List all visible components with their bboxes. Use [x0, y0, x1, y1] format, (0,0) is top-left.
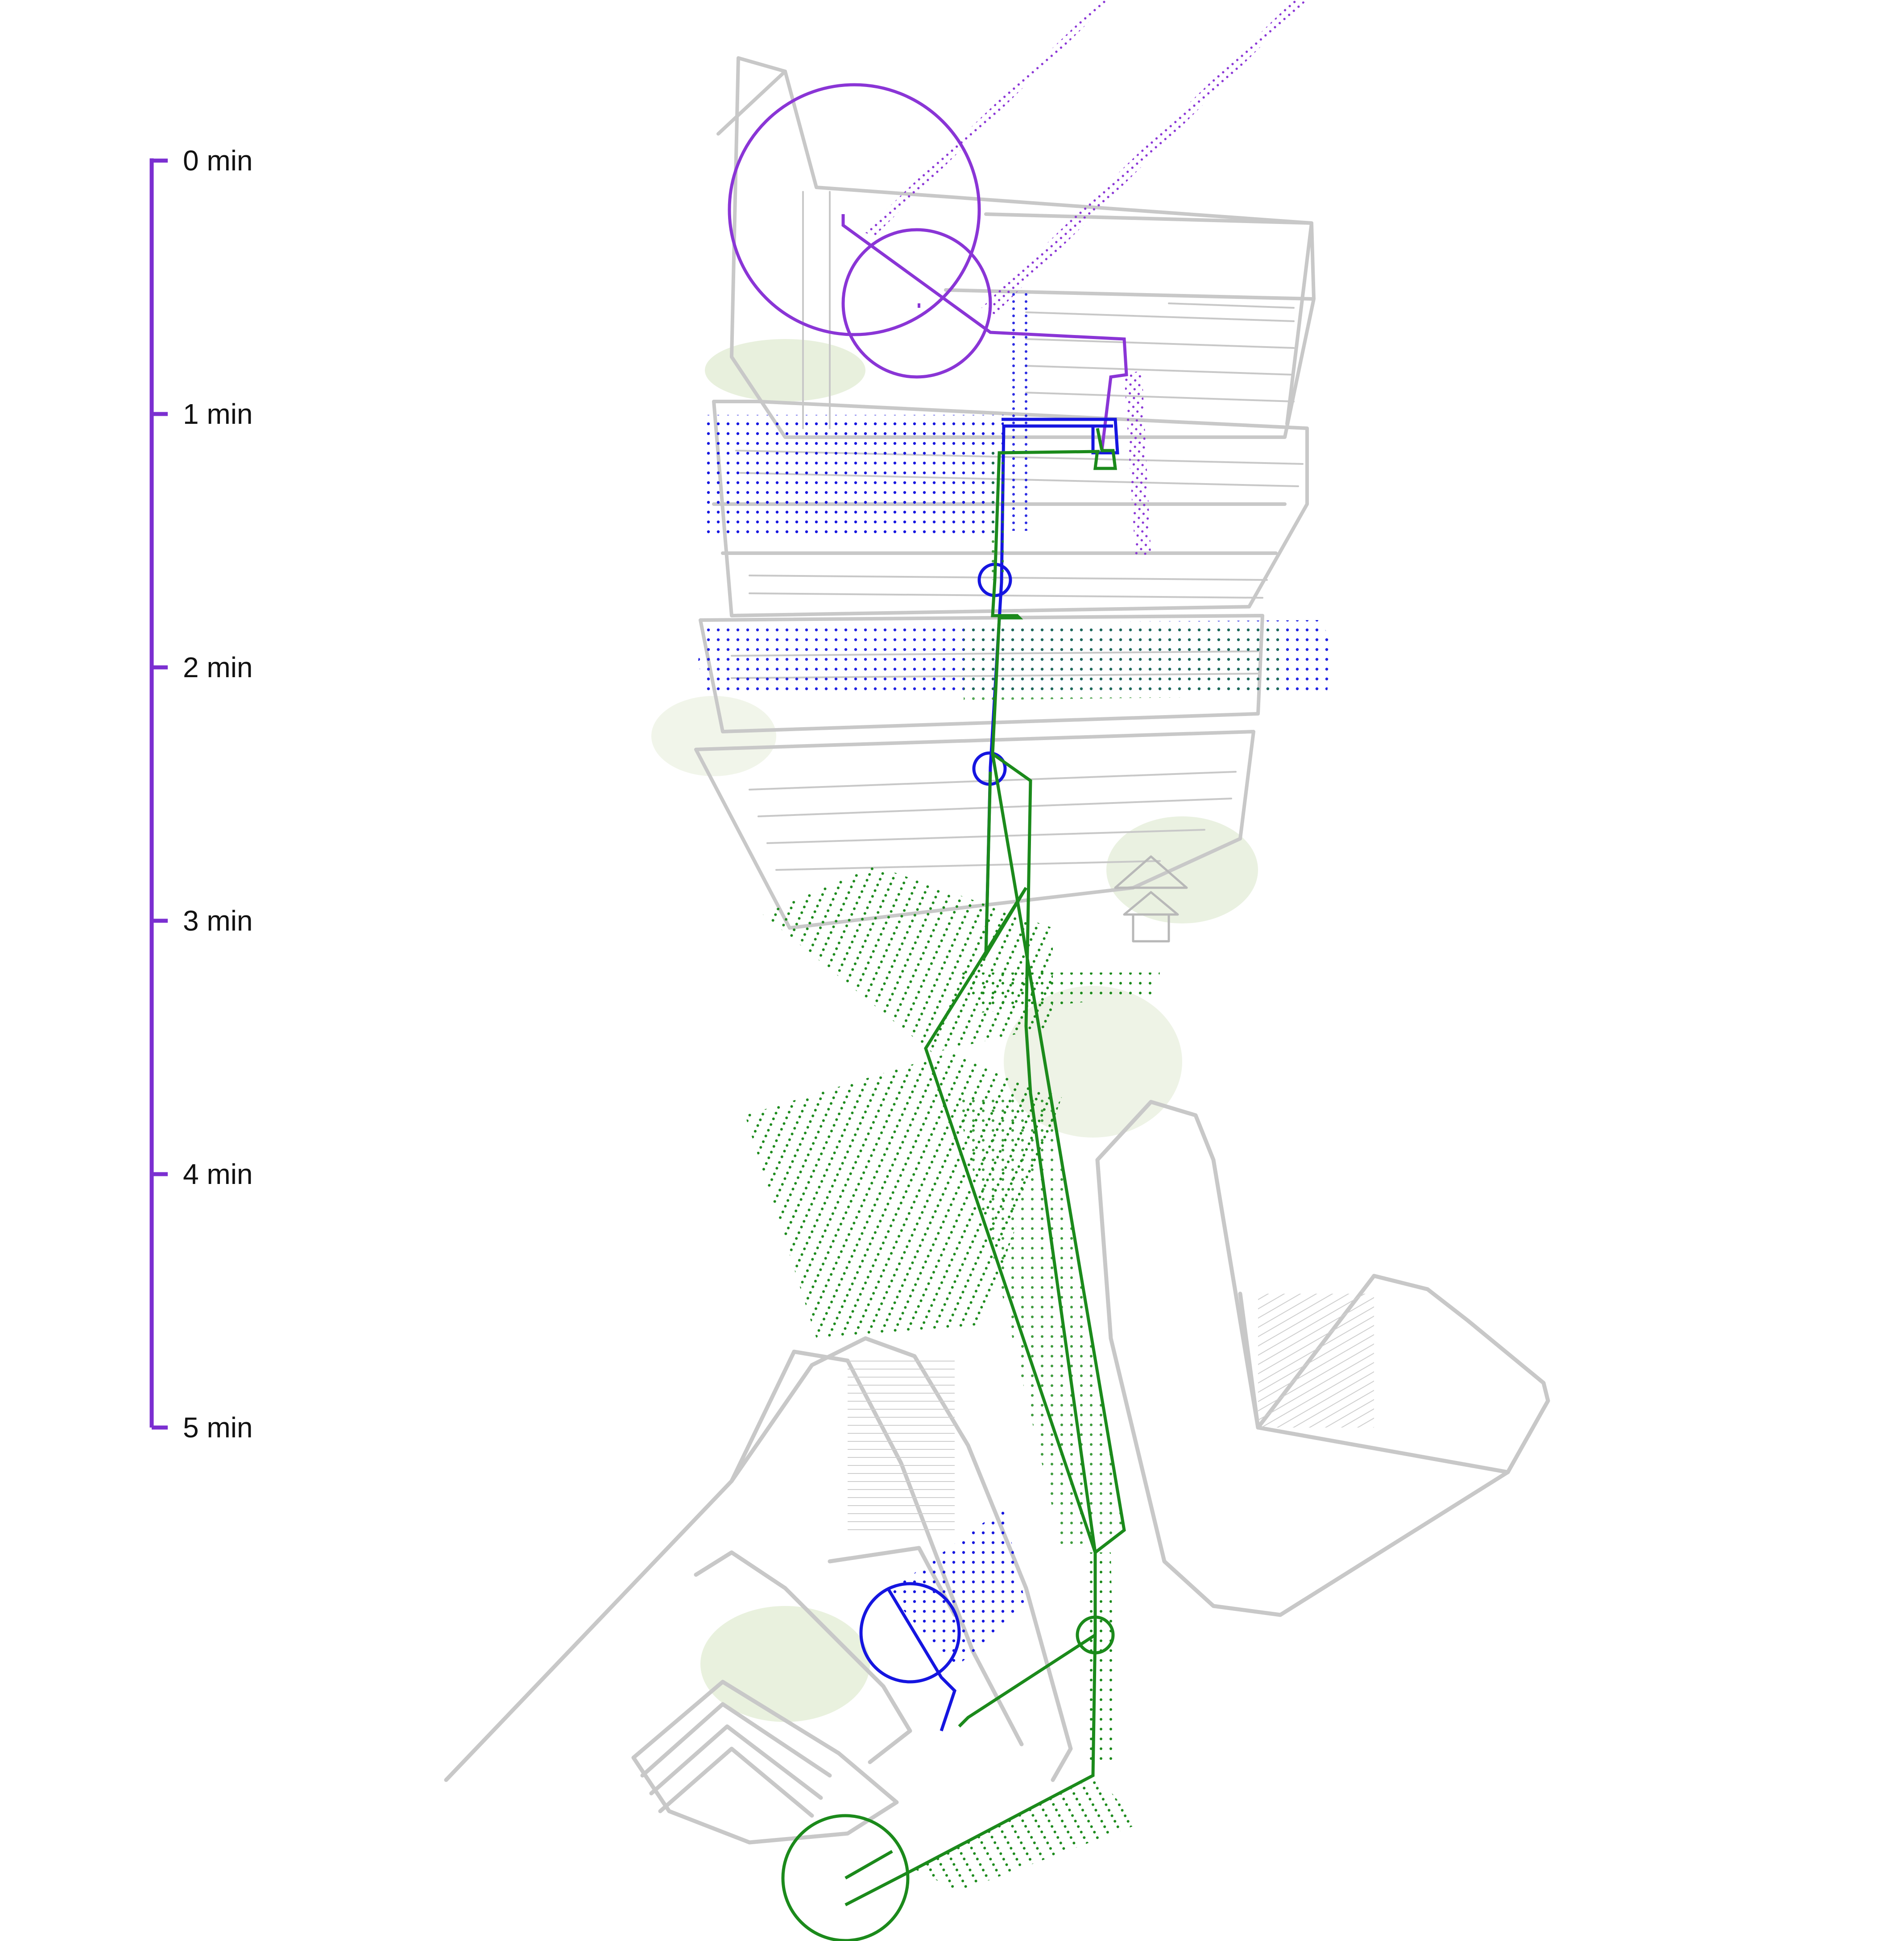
purple-path	[841, 214, 1128, 451]
green-view-field-2	[763, 865, 1053, 1053]
green-stop-circle	[1076, 1615, 1115, 1655]
purple-view-field-1	[863, 0, 1111, 236]
purple-small-view-circle	[841, 228, 992, 379]
green-path-zigzag	[844, 771, 1097, 1907]
building-upper	[716, 56, 1316, 439]
time-tick-label: 1 min	[183, 398, 253, 430]
green-path-start-marker	[1093, 428, 1117, 470]
purple-large-view-circle	[728, 83, 981, 336]
green-view-field-band	[964, 625, 1285, 700]
purple-view-field-3	[1124, 370, 1151, 558]
purple-view-field-2	[981, 0, 1307, 315]
green-view-field-3	[959, 973, 1160, 1013]
green-end-pointer	[844, 1850, 893, 1880]
green-view-field-6	[1084, 1552, 1115, 1767]
pagoda-sketch	[1114, 855, 1188, 943]
green-path-branch	[958, 1634, 1096, 1728]
green-end-view-circle	[781, 1814, 910, 1941]
time-tick-label: 0 min	[183, 145, 253, 177]
time-tick-label: 3 min	[183, 905, 253, 937]
blue-end-path	[886, 1587, 957, 1732]
building-lower-left	[444, 1336, 1073, 1845]
time-axis: 0 min 1 min 2 min 3 min 4 min 5 min	[149, 145, 253, 1444]
route-green	[745, 428, 1285, 1941]
time-tick-label: 2 min	[183, 651, 253, 683]
blue-end-view-circle	[859, 1582, 961, 1684]
building-lower-right	[1095, 1100, 1550, 1617]
green-view-field-7	[915, 1775, 1138, 1891]
time-tick-label: 4 min	[183, 1158, 253, 1190]
time-tick-label: 5 min	[183, 1411, 253, 1444]
blue-view-field-upper-block	[705, 415, 1004, 540]
blue-view-field-lower	[888, 1508, 1026, 1668]
blue-view-field-upper-strip	[1004, 292, 1031, 531]
time-axis-ticks: 0 min 1 min 2 min 3 min 4 min 5 min	[152, 145, 253, 1444]
green-view-field-5	[955, 1093, 1124, 1548]
green-path	[991, 450, 1126, 1556]
route-purple	[728, 0, 1307, 558]
